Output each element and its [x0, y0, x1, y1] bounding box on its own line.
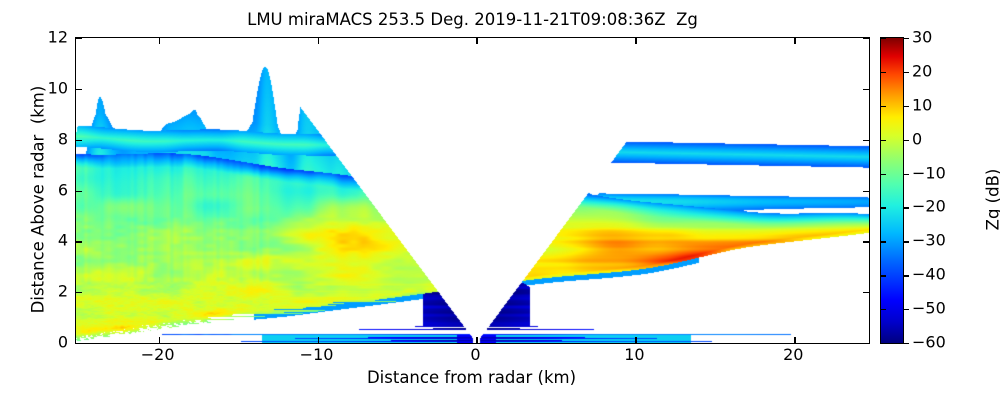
x-tick-top	[158, 38, 160, 44]
y-tick-right	[863, 241, 869, 243]
y-ticklabel: 0	[57, 332, 68, 352]
x-ticklabel: 10	[624, 345, 645, 364]
colorbar-tick	[903, 309, 909, 311]
colorbar-tick	[903, 105, 909, 108]
page-title: LMU miraMACS 253.5 Deg. 2019-11-21T09:08…	[247, 10, 698, 29]
y-ticklabel: 4	[57, 230, 68, 250]
x-ticklabel: 20	[783, 345, 804, 364]
y-ticklabel: 10	[47, 78, 68, 98]
y-axis-label: Distance Above radar (km)	[28, 85, 48, 314]
y-tick	[76, 190, 82, 192]
colorbar-tick-inner	[881, 309, 886, 311]
y-tick-right	[863, 139, 869, 141]
colorbar-tick	[903, 139, 909, 141]
y-tick-right	[863, 190, 869, 192]
colorbar-tick-inner	[881, 241, 886, 243]
y-ticklabel: 2	[57, 281, 68, 301]
colorbar-tick-inner	[881, 71, 886, 74]
main-plot-axes	[75, 37, 870, 345]
colorbar-tick-inner	[881, 139, 886, 141]
colorbar-ticklabel: 30	[912, 27, 933, 47]
x-ticklabel: −10	[299, 345, 334, 364]
x-tick	[158, 337, 160, 343]
colorbar-tick	[903, 343, 909, 345]
colorbar-tick-inner	[881, 173, 886, 175]
x-tick	[317, 337, 319, 343]
colorbar-ticklabel: −30	[912, 230, 946, 250]
colorbar-label: Zg (dB)	[983, 168, 1000, 231]
colorbar-ticklabel: −20	[912, 196, 946, 216]
x-axis-label: Distance from radar (km)	[366, 368, 577, 387]
colorbar-tick	[903, 71, 909, 74]
y-tick	[76, 241, 82, 243]
x-ticklabel: −20	[140, 345, 175, 364]
colorbar-tick-inner	[881, 343, 886, 345]
colorbar-tick	[903, 173, 909, 175]
colorbar-ticklabel: 20	[912, 61, 933, 81]
colorbar-tick	[903, 207, 909, 209]
y-tick-right	[863, 38, 869, 40]
colorbar-tick-inner	[881, 38, 886, 40]
x-tick	[635, 337, 637, 343]
colorbar-tick	[903, 38, 909, 40]
y-ticklabel: 12	[47, 27, 68, 47]
radar-reflectivity-heatmap	[76, 38, 869, 343]
x-tick	[794, 337, 796, 343]
colorbar-tick-inner	[881, 105, 886, 108]
x-tick-top	[794, 38, 796, 44]
colorbar-ticklabel: −10	[912, 163, 946, 183]
y-tick	[76, 292, 82, 294]
y-tick-right	[863, 343, 869, 345]
y-tick	[76, 88, 82, 91]
colorbar-ticklabel: −50	[912, 298, 946, 318]
colorbar-ticklabel: −40	[912, 264, 946, 284]
colorbar-tick	[903, 275, 909, 277]
x-tick	[476, 337, 478, 343]
colorbar-tick	[903, 241, 909, 243]
colorbar-ticklabel: −60	[912, 332, 946, 352]
colorbar-gradient	[881, 38, 903, 343]
y-tick-right	[863, 88, 869, 91]
y-tick	[76, 139, 82, 141]
x-tick-top	[317, 38, 319, 44]
x-tick-top	[635, 38, 637, 44]
y-tick	[76, 38, 82, 40]
colorbar-ticklabel: 10	[912, 95, 933, 115]
y-tick	[76, 343, 82, 345]
x-ticklabel: 0	[470, 345, 481, 364]
colorbar-tick-inner	[881, 275, 886, 277]
y-ticklabel: 6	[57, 180, 68, 199]
y-tick-right	[863, 292, 869, 294]
y-ticklabel: 8	[57, 129, 68, 149]
colorbar	[880, 37, 909, 345]
colorbar-tick-inner	[881, 207, 886, 209]
x-tick-top	[476, 38, 478, 44]
colorbar-ticklabel: 0	[912, 129, 923, 149]
